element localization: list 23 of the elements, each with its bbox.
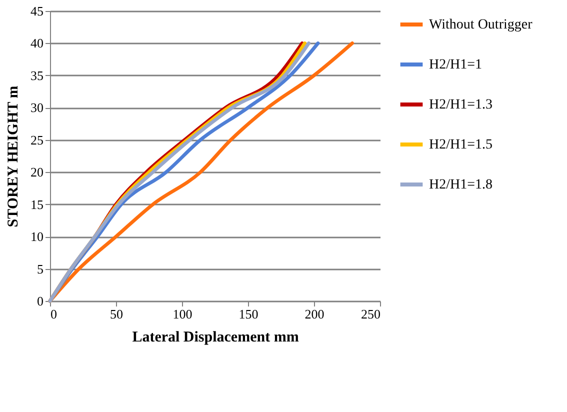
legend-label: H2/H1=1 xyxy=(429,58,482,72)
x-tick-label: 100 xyxy=(172,306,192,322)
y-tick-label: 0 xyxy=(37,294,44,308)
y-tick-label: 35 xyxy=(30,68,44,83)
y-tick-label: 15 xyxy=(30,196,44,212)
y-tick-label: 10 xyxy=(30,229,44,244)
legend-label: H2/H1=1.3 xyxy=(429,98,493,112)
legend-label: H2/H1=1.5 xyxy=(429,138,493,152)
y-tick-label: 20 xyxy=(30,164,44,180)
x-tick-label: 200 xyxy=(304,306,324,322)
x-axis-title: Lateral Displacement mm xyxy=(132,330,300,346)
x-tick-label: 150 xyxy=(238,306,258,322)
y-tick-label: 40 xyxy=(30,36,44,51)
x-tick-label: 250 xyxy=(361,306,380,322)
y-tick-label: 30 xyxy=(30,100,44,116)
legend-label: Without Outrigger xyxy=(429,18,533,32)
y-axis-title: STOREY HEIGHT m xyxy=(6,85,22,228)
y-tick-label: 25 xyxy=(30,132,44,148)
x-tick-label: 0 xyxy=(50,306,57,322)
y-tick-label: 5 xyxy=(37,261,44,276)
legend-label: H2/H1=1.8 xyxy=(429,178,493,192)
y-tick-label: 45 xyxy=(30,4,44,18)
x-tick-label: 50 xyxy=(110,306,123,322)
